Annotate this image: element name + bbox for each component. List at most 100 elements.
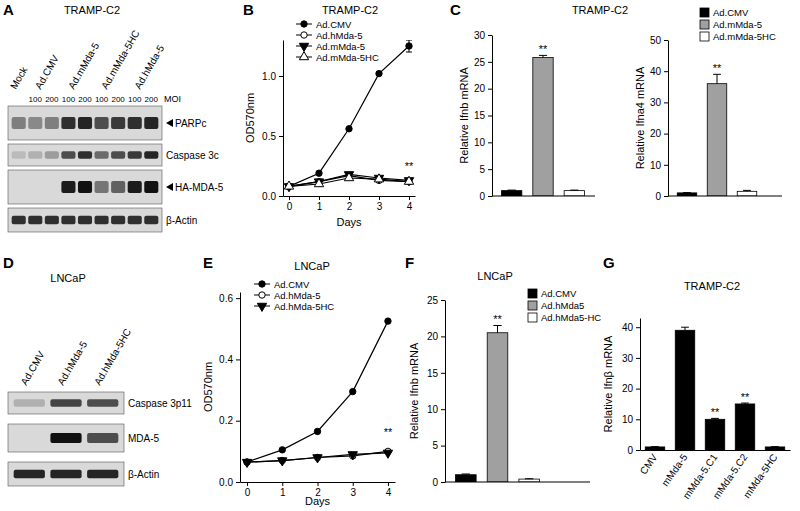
tick: 3 — [377, 196, 383, 212]
tick-label: CMV — [638, 452, 660, 477]
annotation: ** — [741, 391, 750, 403]
error-bar — [539, 55, 547, 57]
tick-label: 3 — [350, 487, 356, 498]
legend-label: Ad.CMV — [541, 288, 577, 299]
tick-label: 1 — [317, 201, 323, 212]
tick: 10 — [650, 160, 668, 171]
legend-marker — [299, 43, 308, 51]
tick-mark — [664, 196, 668, 197]
tick-mark — [488, 169, 492, 170]
tick: 20 — [650, 128, 668, 139]
tick-mark — [279, 136, 283, 137]
band-label: β-Actin — [166, 215, 197, 226]
tick-mark — [664, 102, 668, 103]
y-axis-line — [240, 293, 241, 483]
tick-mark — [318, 482, 319, 486]
tick-label: 1.0 — [262, 71, 276, 82]
band — [28, 117, 42, 129]
legend-swatch — [700, 8, 709, 17]
tick-label: 30 — [622, 353, 634, 364]
tick-label: 0 — [287, 201, 293, 212]
marker — [383, 450, 392, 458]
legend-marker — [299, 52, 308, 60]
moi-title: MOI — [164, 94, 181, 104]
moi-label: 100 — [29, 95, 43, 104]
band — [78, 216, 92, 224]
tick-label: 20 — [427, 331, 439, 342]
tick-label: mMda-5 — [659, 451, 689, 488]
tick-label: 0 — [655, 191, 661, 202]
band — [128, 151, 142, 159]
bar — [564, 191, 584, 196]
error-bar — [771, 446, 779, 447]
legend-marker — [259, 281, 265, 287]
tick-label: 1 — [280, 487, 286, 498]
lane-label: Ad.CMV — [33, 53, 61, 91]
series-line — [247, 451, 388, 462]
band — [128, 181, 142, 193]
band-label: HA-MDA-5 — [175, 182, 224, 193]
tick: 0 — [245, 482, 251, 498]
tick: 20 — [474, 83, 492, 94]
tick-label: 0 — [432, 477, 438, 488]
tick: 0.4 — [219, 354, 240, 365]
tick-label: 10 — [650, 160, 662, 171]
bar — [705, 419, 725, 450]
band — [28, 216, 42, 224]
error-bar — [508, 190, 516, 192]
tick-mark — [236, 298, 240, 299]
y-axis-line — [640, 319, 641, 451]
marker — [344, 172, 353, 180]
tick-mark — [441, 300, 445, 301]
moi-label: 100 — [95, 95, 109, 104]
band — [144, 181, 158, 193]
band-label: Caspase 3p11 — [128, 398, 192, 409]
chart-title: TRAMP-C2 — [322, 4, 378, 16]
tick: 30 — [650, 97, 668, 108]
legend-label: Ad.mMda-5HC — [316, 52, 379, 63]
y-axis: 0510152025 — [427, 295, 446, 488]
tick-label: 20 — [474, 83, 486, 94]
legend-label: Ad.CMV — [713, 7, 749, 18]
tick-label: 3 — [377, 201, 383, 212]
tick: mMda-5HC — [741, 452, 779, 500]
panel-label: A — [3, 1, 14, 18]
tick-label: 30 — [474, 30, 486, 41]
tick-mark — [289, 196, 290, 200]
tick-label: 15 — [474, 110, 486, 121]
error-cap — [771, 446, 779, 447]
tick: 10 — [474, 137, 492, 148]
tick-mark — [636, 450, 640, 451]
panel-label: E — [203, 254, 213, 271]
x-axis-line — [492, 196, 595, 197]
bar — [765, 447, 785, 450]
tick: 30 — [622, 353, 640, 364]
panel-label: D — [3, 254, 14, 271]
tick: 0 — [627, 445, 640, 456]
legend: Ad.CMVAd.mMda-5Ad.mMda-5HC — [700, 7, 776, 42]
x-axis-line — [445, 482, 590, 483]
legend-swatch — [528, 313, 537, 322]
y-axis-title: Relative Ifnb mRNA — [458, 67, 470, 164]
legend-label: Ad.hMda5-HC — [541, 312, 601, 323]
error-bar — [525, 478, 533, 479]
x-axis: CMVmMda-5mMda-5.C1mMda-5.C2mMda-5HC — [638, 451, 791, 501]
tick-mark — [664, 40, 668, 41]
lane-label: Ad.CMV — [18, 349, 46, 387]
tick: 20 — [427, 331, 445, 342]
line-chart: ELNCaP012340.00.20.40.6OD570nmDaysAd.CMV… — [202, 254, 396, 507]
error-cap — [651, 446, 659, 447]
marker — [279, 447, 285, 453]
marker — [314, 428, 320, 434]
line-chart: BTRAMP-C2012340.00.51.0OD570nmDaysAd.CMV… — [243, 1, 416, 228]
tick: 1 — [280, 482, 286, 498]
band — [12, 117, 26, 129]
y-axis-line — [668, 41, 669, 197]
legend-marker — [259, 292, 265, 298]
x-axis-line — [668, 196, 782, 197]
series-line — [289, 46, 409, 186]
legend-label: Ad.CMV — [316, 19, 352, 30]
x-axis-title: Days — [336, 216, 362, 228]
band — [144, 216, 158, 224]
band — [111, 181, 125, 193]
